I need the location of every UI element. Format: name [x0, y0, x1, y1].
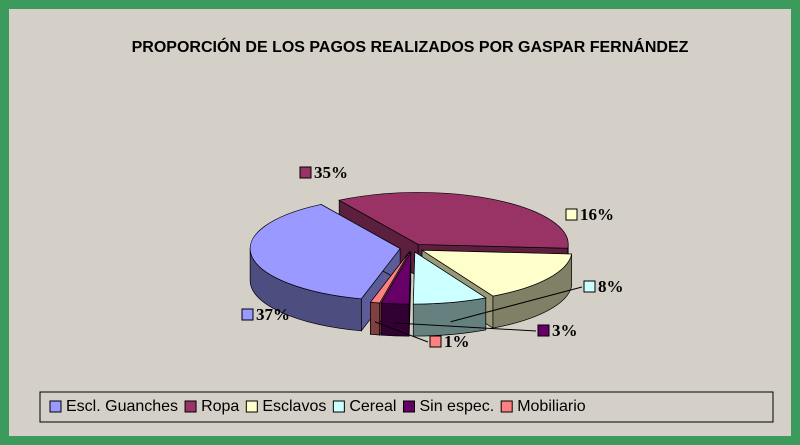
slice-top [420, 249, 573, 297]
chart-title: PROPORCIÓN DE LOS PAGOS REALIZADOS POR G… [131, 39, 689, 56]
label-key [537, 324, 550, 337]
legend-key [245, 400, 258, 413]
slice [380, 250, 412, 337]
legend-key [402, 400, 415, 413]
legend-key [500, 400, 513, 413]
labels: 37% 35% 16% 8% 3% 1% [241, 163, 624, 351]
data-label: 1% [444, 332, 470, 351]
leader-line [395, 322, 537, 332]
legend-label: Ropa [201, 398, 239, 415]
slice [412, 251, 487, 337]
label-key [583, 280, 596, 293]
legend-label: Cereal [349, 398, 396, 415]
legend-key [332, 400, 345, 413]
label-key [241, 308, 254, 321]
legend-label: Sin espec. [419, 398, 494, 415]
slice-side [370, 301, 380, 336]
leader-line [450, 286, 583, 323]
data-label: 3% [552, 321, 578, 340]
slice-top [412, 251, 487, 305]
label-key [429, 335, 442, 348]
legend-key [184, 400, 197, 413]
data-label: 37% [256, 305, 290, 324]
pie [249, 192, 573, 337]
legend-label: Escl. Guanches [66, 398, 178, 415]
slice-top [249, 204, 401, 300]
slice-top [380, 251, 412, 305]
legend-key [49, 400, 62, 413]
leader-line [374, 321, 429, 343]
slice-side [380, 302, 410, 337]
slice-top [369, 251, 410, 304]
data-label: 16% [580, 205, 614, 224]
legend-label: Esclavos [262, 398, 326, 415]
data-label: 35% [314, 163, 348, 182]
label-key [299, 166, 312, 179]
slice-top [338, 192, 569, 249]
legend: Escl. Guanches Ropa Esclavos Cereal Sin espe… [49, 398, 586, 415]
label-key [565, 208, 578, 221]
data-label: 8% [598, 277, 624, 296]
legend-label: Mobiliario [517, 398, 586, 415]
title-box: PROPORCIÓN DE LOS PAGOS REALIZADOS POR G… [131, 39, 689, 56]
